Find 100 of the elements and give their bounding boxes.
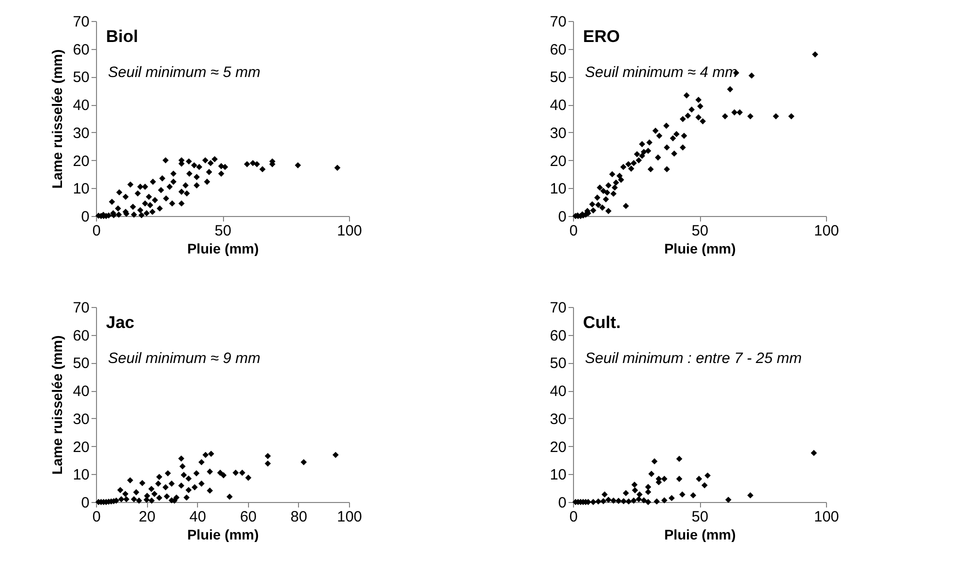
point xyxy=(810,450,817,456)
y-tick-label: 70 xyxy=(550,14,566,30)
y-tick-label: 10 xyxy=(550,466,566,484)
point xyxy=(133,489,140,496)
point xyxy=(178,455,184,462)
point xyxy=(151,490,158,498)
point xyxy=(679,491,686,498)
point xyxy=(654,498,660,505)
point xyxy=(206,487,213,494)
point xyxy=(676,456,682,462)
x-tick-label: 50 xyxy=(692,222,708,240)
point xyxy=(605,496,612,503)
point xyxy=(631,482,638,488)
point xyxy=(164,470,171,476)
point xyxy=(640,497,647,504)
x-tick-label: 60 xyxy=(240,508,257,526)
point xyxy=(636,496,642,502)
x-tick-label: 50 xyxy=(692,508,708,526)
chart-title: Cult. xyxy=(583,313,621,332)
point xyxy=(148,486,154,492)
point xyxy=(226,494,233,500)
point xyxy=(690,492,696,498)
point xyxy=(156,474,162,480)
point xyxy=(179,463,186,470)
y-tick-label: 10 xyxy=(550,180,566,198)
point xyxy=(162,484,169,490)
point xyxy=(130,496,138,502)
x-tick-label: 50 xyxy=(214,222,232,240)
y-axis-title: Lame ruisselée (mm) xyxy=(48,335,65,475)
chart-title: Jac xyxy=(106,313,134,332)
point xyxy=(645,484,652,490)
point xyxy=(626,498,632,505)
y-tick-label: 40 xyxy=(550,97,566,114)
point xyxy=(332,452,339,458)
y-tick-label: 50 xyxy=(550,355,566,372)
point xyxy=(178,482,184,489)
point xyxy=(217,470,224,476)
point xyxy=(136,498,142,504)
y-tick-label: 60 xyxy=(72,41,90,58)
point xyxy=(118,496,124,502)
point xyxy=(232,470,239,476)
y-tick-label: 70 xyxy=(550,300,566,316)
y-tick-label: 40 xyxy=(72,383,90,400)
y-tick-label: 30 xyxy=(550,410,566,428)
point xyxy=(595,498,602,505)
y-tick-label: 50 xyxy=(72,69,90,86)
point xyxy=(645,498,652,506)
y-tick-label: 30 xyxy=(72,410,90,428)
point xyxy=(602,491,608,498)
point xyxy=(264,460,271,467)
x-tick-label: 100 xyxy=(336,508,362,526)
point xyxy=(198,480,205,487)
y-tick-label: 20 xyxy=(550,152,566,170)
point xyxy=(610,498,617,504)
x-tick-label: 100 xyxy=(814,222,840,240)
point xyxy=(632,487,638,494)
point xyxy=(198,459,205,466)
point xyxy=(186,476,192,482)
point xyxy=(676,476,682,482)
point xyxy=(300,459,307,466)
point xyxy=(661,476,668,482)
point xyxy=(668,495,675,502)
point xyxy=(704,472,711,479)
point xyxy=(164,493,170,500)
point xyxy=(725,496,732,503)
point xyxy=(600,498,606,504)
point xyxy=(168,480,175,487)
point xyxy=(701,482,708,488)
point xyxy=(239,470,246,476)
point xyxy=(264,452,271,460)
y-tick-label: 30 xyxy=(550,124,566,142)
point xyxy=(590,498,596,506)
y-tick-label: 0 xyxy=(81,494,90,512)
point xyxy=(206,468,213,475)
x-tick-label: 0 xyxy=(92,508,101,526)
y-tick-label: 60 xyxy=(72,327,90,344)
y-tick-label: 70 xyxy=(72,14,90,30)
x-tick-label: 0 xyxy=(92,222,101,240)
point xyxy=(622,490,629,496)
point xyxy=(645,488,652,496)
point xyxy=(620,498,627,504)
point xyxy=(648,470,655,477)
point xyxy=(127,477,134,484)
y-tick-label: 40 xyxy=(550,383,566,400)
x-tick-label: 80 xyxy=(290,508,308,526)
point xyxy=(747,492,754,498)
y-tick-label: 30 xyxy=(72,124,90,142)
y-tick-label: 0 xyxy=(558,494,566,512)
point xyxy=(117,486,124,494)
x-tick-label: 20 xyxy=(138,508,156,526)
point xyxy=(155,480,162,487)
point xyxy=(208,450,214,457)
y-tick-label: 20 xyxy=(72,152,90,170)
point xyxy=(651,458,658,464)
point xyxy=(148,498,155,504)
point xyxy=(615,498,622,504)
point xyxy=(156,494,162,501)
y-tick-label: 20 xyxy=(72,438,90,456)
point xyxy=(636,491,643,498)
chart-title: Biol xyxy=(106,27,138,46)
